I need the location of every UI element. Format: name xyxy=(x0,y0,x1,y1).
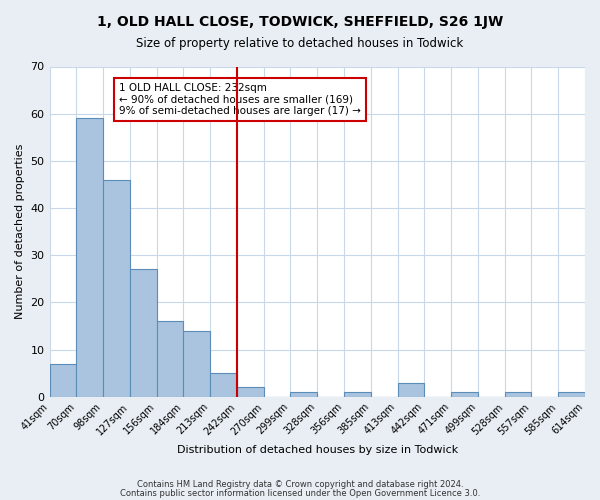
Bar xyxy=(157,322,184,397)
X-axis label: Distribution of detached houses by size in Todwick: Distribution of detached houses by size … xyxy=(176,445,458,455)
Text: Contains HM Land Registry data © Crown copyright and database right 2024.: Contains HM Land Registry data © Crown c… xyxy=(137,480,463,489)
Text: 1, OLD HALL CLOSE, TODWICK, SHEFFIELD, S26 1JW: 1, OLD HALL CLOSE, TODWICK, SHEFFIELD, S… xyxy=(97,15,503,29)
Bar xyxy=(290,392,317,397)
Bar xyxy=(558,392,585,397)
Bar xyxy=(50,364,76,397)
Bar xyxy=(76,118,103,397)
Bar xyxy=(451,392,478,397)
Bar xyxy=(505,392,532,397)
Text: Size of property relative to detached houses in Todwick: Size of property relative to detached ho… xyxy=(136,38,464,51)
Bar xyxy=(344,392,371,397)
Text: Contains public sector information licensed under the Open Government Licence 3.: Contains public sector information licen… xyxy=(120,488,480,498)
Y-axis label: Number of detached properties: Number of detached properties xyxy=(15,144,25,320)
Text: 1 OLD HALL CLOSE: 232sqm
← 90% of detached houses are smaller (169)
9% of semi-d: 1 OLD HALL CLOSE: 232sqm ← 90% of detach… xyxy=(119,83,361,116)
Bar xyxy=(130,270,157,397)
Bar xyxy=(237,388,264,397)
Bar xyxy=(398,382,424,397)
Bar xyxy=(103,180,130,397)
Bar xyxy=(210,373,237,397)
Bar xyxy=(184,330,210,397)
